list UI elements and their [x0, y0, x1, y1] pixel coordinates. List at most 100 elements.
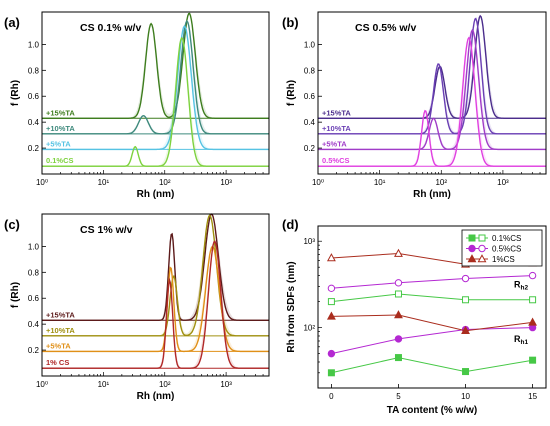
y-tick-label: 10²	[303, 324, 315, 333]
panel-title: CS 0.5% w/v	[355, 22, 416, 34]
series-1-cs-band	[42, 241, 269, 369]
series-0-1-cs-rh1-point	[529, 356, 537, 364]
series-5-ta: +5%TA	[42, 25, 269, 151]
x-tick-label: 10	[461, 392, 470, 401]
series-1-cs-rh1-line	[331, 314, 533, 332]
series-5-ta-band	[318, 30, 546, 150]
series-1-cs-rh1-point	[394, 310, 403, 319]
legend-label-0-5-cs: 0.5%CS	[492, 245, 521, 254]
series-1-cs-rh2-point	[326, 253, 336, 262]
x-axis-label: Rh (nm)	[137, 391, 175, 402]
x-tick-label: 10³	[220, 178, 232, 187]
y-tick-label: 10³	[303, 237, 315, 246]
y-tick-label: 1.0	[28, 242, 40, 251]
legend-marker-open-0-5-cs	[478, 244, 486, 253]
legend-label-1-cs: 1%CS	[492, 255, 515, 264]
series-1-cs: 1% CS	[42, 240, 269, 369]
series-10-ta-line	[318, 17, 546, 135]
series-10-ta-label: +10%TA	[322, 124, 351, 133]
series-5-ta-line	[318, 29, 546, 151]
panel-letter: (b)	[282, 15, 299, 30]
series-15-ta-band	[318, 15, 546, 119]
panel-title: CS 0.1% w/v	[80, 22, 141, 34]
x-tick-label: 10²	[159, 178, 171, 187]
series-0-5-cs-rh2-point	[528, 271, 537, 280]
panel-1: +15%TA +10%TA +5%TA 0.5%CS 0.2 0.4 0.6 0.8 1.0 10…	[282, 11, 547, 200]
series-5-ta-line	[42, 25, 269, 151]
series-10-ta-label: +10%TA	[46, 326, 75, 335]
x-tick-label: 10⁰	[36, 380, 48, 389]
y-tick-label: 0.2	[28, 144, 40, 153]
series-0-5-cs: 0.5%CS	[318, 36, 546, 167]
series-1-cs-label: 1% CS	[46, 358, 69, 367]
y-tick-label: 0.8	[28, 268, 40, 277]
panel-title: CS 1% w/v	[80, 224, 133, 236]
series-15-ta-line	[42, 12, 269, 119]
series-0-5-cs-rh2-point	[461, 274, 470, 283]
series-10-ta-line	[42, 214, 269, 337]
panel-letter: (c)	[4, 217, 20, 232]
legend-marker-open-1-cs	[477, 254, 487, 263]
series-0-1-cs	[327, 290, 537, 377]
series-5-ta-label: +5%TA	[322, 139, 347, 148]
series-0-5-cs-rh2-point	[327, 284, 336, 293]
x-tick-label: 10⁰	[312, 178, 324, 187]
annotation-rh1: Rh1	[514, 334, 528, 346]
series-0-1-cs-band	[42, 37, 269, 167]
series-0-1-cs-rh2-point	[462, 296, 470, 304]
series-10-ta: +10%TA	[318, 17, 546, 135]
series-0-5-cs-rh2-point	[394, 279, 403, 287]
y-tick-label: 0.2	[28, 346, 40, 355]
series-5-ta-line	[42, 245, 269, 353]
y-tick-label: 0.2	[304, 144, 316, 153]
series-15-ta-label: +15%TA	[46, 108, 75, 117]
series-5-ta-label: +5%TA	[46, 139, 71, 148]
x-tick-label: 10³	[497, 178, 509, 187]
y-tick-label: 0.8	[28, 66, 40, 75]
series-10-ta: +10%TA	[42, 19, 269, 135]
series-15-ta: +15%TA	[42, 12, 269, 119]
series-0-1-cs-rh2-point	[327, 298, 335, 306]
y-axis-label: f (Rh)	[10, 282, 21, 308]
series-0-5-cs-rh1-point	[327, 349, 336, 358]
series-0-5-cs-rh1-point	[394, 335, 403, 343]
x-axis-label: TA content (% w/w)	[387, 405, 478, 416]
series-15-ta-label: +15%TA	[46, 310, 75, 319]
x-tick-label: 10²	[435, 178, 447, 187]
series-1-cs-rh2-point	[394, 248, 403, 257]
annotation-rh2-sub: h2	[521, 285, 529, 292]
series-0-1-cs: 0.1%CS	[42, 36, 269, 167]
series-15-ta-label: +15%TA	[322, 108, 351, 117]
legend-label-0-1-cs: 0.1%CS	[492, 234, 521, 243]
series-5-ta: +5%TA	[42, 245, 269, 353]
legend-marker-filled-0-1-cs	[468, 234, 476, 242]
annotation-rh1-sub: h1	[521, 339, 529, 346]
series-15-ta-band	[42, 13, 269, 119]
series-10-ta-band	[318, 18, 546, 134]
series-0-1-cs-rh1-point	[462, 368, 470, 376]
annotation-rh2: Rh2	[514, 280, 528, 292]
y-tick-label: 0.6	[304, 92, 316, 101]
series-0-1-cs-rh2-point	[394, 290, 402, 298]
series-5-ta-label: +5%TA	[46, 341, 71, 350]
legend-marker-open-0-1-cs	[478, 234, 486, 242]
x-tick-label: 5	[396, 392, 401, 401]
y-axis-label: f (Rh)	[10, 80, 21, 106]
x-tick-label: 10¹	[98, 380, 110, 389]
panel-3: 10² 10³ 0 5 10 15 Rh2 Rh1 0.1%CS 0.5%CS1%CS TA con…	[282, 217, 547, 416]
x-tick-label: 10¹	[374, 178, 386, 187]
x-axis-label: Rh (nm)	[137, 189, 175, 200]
y-tick-label: 0.4	[28, 118, 40, 127]
y-axis-label: f (Rh)	[286, 80, 297, 106]
series-0-1-cs-rh1-line	[331, 357, 533, 374]
panel-letter: (a)	[4, 15, 20, 30]
panel-0: +15%TA +10%TA +5%TA 0.1%CS 0.2 0.4 0.6 0.8 1.0 10…	[4, 11, 270, 200]
series-0-5-cs-rh2-line	[331, 275, 533, 289]
series-5-ta: +5%TA	[318, 29, 546, 151]
y-tick-label: 0.4	[28, 320, 40, 329]
legend-marker-filled-0-5-cs	[468, 244, 476, 253]
series-1-cs-rh1-point	[461, 325, 470, 335]
y-tick-label: 1.0	[28, 40, 40, 49]
series-1-cs-rh1-point	[528, 317, 538, 326]
